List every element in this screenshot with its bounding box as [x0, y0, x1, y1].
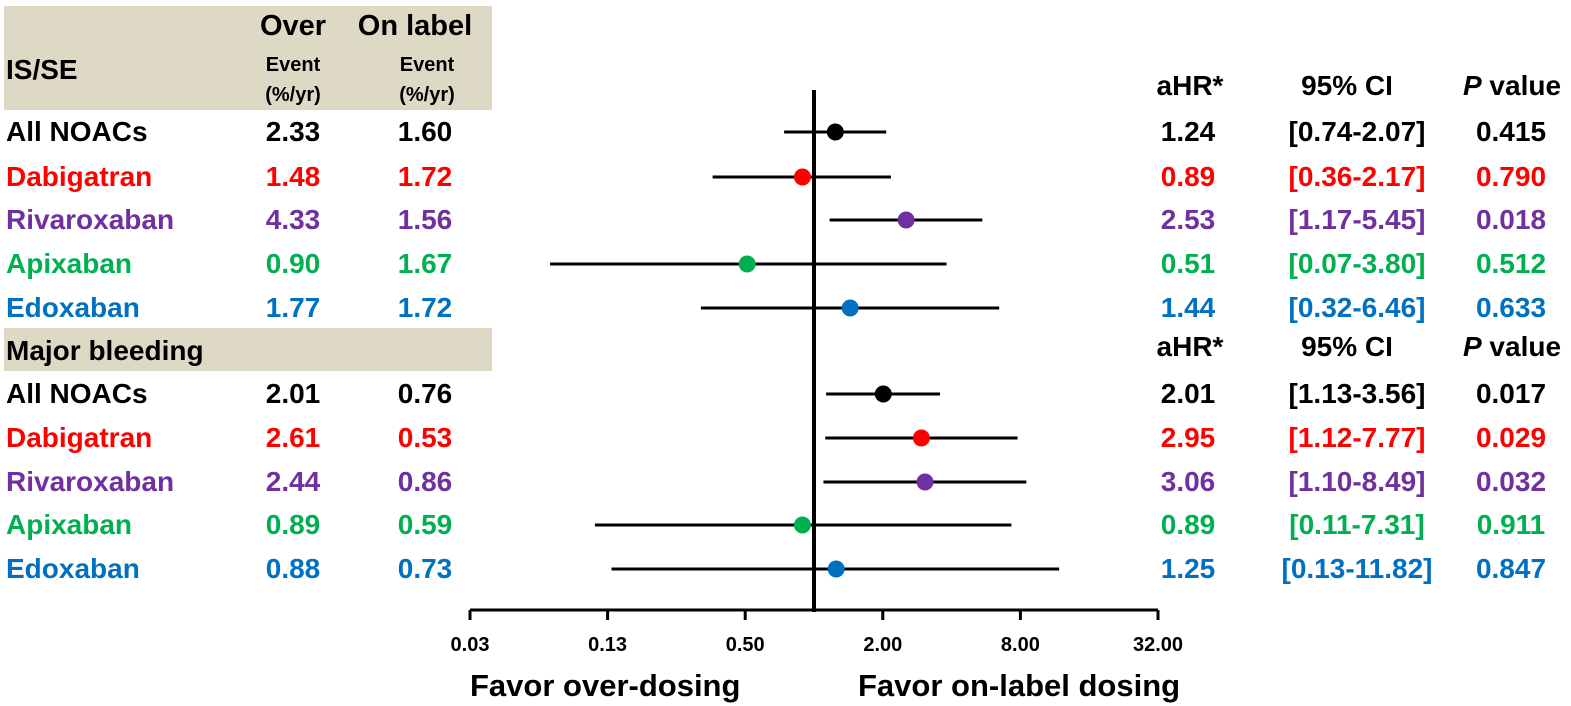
over-rate: 2.33	[265, 116, 321, 147]
major-bleeding-header-box	[4, 328, 492, 371]
drug-label: Apixaban	[6, 509, 133, 540]
ahr-value: 1.24	[1160, 116, 1216, 147]
ci-value: [1.10-8.49]	[1288, 466, 1426, 497]
over-rate: 2.61	[265, 422, 321, 453]
drug-label: Edoxaban	[6, 553, 140, 584]
onlabel-rate: 1.72	[397, 292, 453, 323]
drug-label: Apixaban	[6, 248, 133, 279]
drug-label: Dabigatran	[6, 161, 153, 192]
col-ci-header-2: 95% CI	[1301, 331, 1393, 362]
over-rate: 4.33	[265, 204, 321, 235]
p-value: 0.018	[1475, 204, 1547, 235]
ahr-value: 1.44	[1160, 292, 1216, 323]
col-ahr-header-2: aHR*	[1156, 331, 1224, 362]
col-ahr-header-1: aHR*	[1156, 70, 1224, 101]
p-value: 0.512	[1475, 248, 1547, 279]
over-rate: 2.44	[265, 466, 321, 497]
ahr-value: 0.89	[1160, 161, 1216, 192]
section-title-is-se: IS/SE	[6, 54, 78, 85]
p-rest: value	[1481, 331, 1562, 362]
drug-label: Edoxaban	[6, 292, 140, 323]
ahr-value: 2.95	[1160, 422, 1216, 453]
p-value: 0.847	[1475, 553, 1547, 584]
p-value: 0.633	[1475, 292, 1547, 323]
hr-point	[916, 473, 934, 491]
onlabel-rate: 0.73	[397, 553, 453, 584]
drug-label: All NOACs	[6, 116, 148, 147]
onlabel-rate: 1.67	[397, 248, 453, 279]
col-onlabel-header: On label	[357, 10, 473, 42]
p-value: 0.790	[1475, 161, 1547, 192]
hr-point	[826, 123, 844, 141]
col-ci-header-1: 95% CI	[1301, 70, 1393, 101]
ahr-value: 2.53	[1160, 204, 1216, 235]
ci-value: [0.36-2.17]	[1288, 161, 1426, 192]
x-tick-label: 0.03	[451, 634, 490, 656]
hr-point	[841, 299, 859, 317]
ci-value: [0.07-3.80]	[1288, 248, 1426, 279]
col-onlabel-unit: (%/yr)	[399, 84, 455, 106]
drug-label: Dabigatran	[6, 422, 153, 453]
x-tick-label: 2.00	[863, 634, 902, 656]
ci-value: [1.17-5.45]	[1288, 204, 1426, 235]
over-rate: 0.89	[265, 509, 321, 540]
hr-point	[793, 516, 811, 534]
over-rate: 1.77	[265, 292, 321, 323]
ci-value: [0.74-2.07]	[1288, 116, 1426, 147]
col-onlabel-event: Event	[399, 54, 455, 76]
is-se-header-box	[4, 6, 492, 110]
drug-label: Rivaroxaban	[6, 204, 175, 235]
onlabel-rate: 0.59	[397, 509, 453, 540]
p-value: 0.032	[1475, 466, 1547, 497]
ci-value: [0.32-6.46]	[1288, 292, 1426, 323]
onlabel-rate: 1.72	[397, 161, 453, 192]
x-tick-label: 8.00	[1001, 634, 1040, 656]
p-italic: P	[1462, 70, 1482, 101]
col-over-header: Over	[259, 10, 327, 42]
ahr-value: 1.25	[1160, 553, 1216, 584]
x-tick-label: 0.13	[588, 634, 627, 656]
col-p-header-1: P value	[1452, 72, 1571, 100]
ahr-value: 2.01	[1160, 378, 1216, 409]
over-rate: 0.88	[265, 553, 321, 584]
over-rate: 1.48	[265, 161, 321, 192]
ahr-value: 0.51	[1160, 248, 1216, 279]
over-rate: 0.90	[265, 248, 321, 279]
p-value: 0.911	[1476, 509, 1546, 540]
section-title-major-bleeding: Major bleeding	[6, 335, 204, 366]
onlabel-rate: 1.60	[397, 116, 453, 147]
x-tick-label: 32.00	[1133, 634, 1183, 656]
col-over-unit: (%/yr)	[265, 84, 321, 106]
hr-point	[827, 560, 845, 578]
hr-point	[874, 385, 892, 403]
onlabel-rate: 1.56	[397, 204, 453, 235]
col-over-event: Event	[265, 54, 321, 76]
col-p-header-2: P value	[1452, 333, 1571, 361]
over-rate: 2.01	[265, 378, 321, 409]
drug-label: All NOACs	[6, 378, 148, 409]
ci-value: [1.12-7.77]	[1288, 422, 1426, 453]
p-value: 0.017	[1475, 378, 1547, 409]
ci-value: [0.11-7.31]	[1289, 509, 1425, 540]
p-value: 0.029	[1475, 422, 1547, 453]
ci-value: [0.13-11.82]	[1281, 553, 1433, 584]
ci-value: [1.13-3.56]	[1288, 378, 1426, 409]
drug-label: Rivaroxaban	[6, 466, 175, 497]
hr-point	[738, 255, 756, 273]
p-rest: value	[1481, 70, 1562, 101]
hr-point	[912, 429, 930, 447]
p-italic: P	[1462, 331, 1482, 362]
onlabel-rate: 0.76	[397, 378, 453, 409]
onlabel-rate: 0.53	[397, 422, 453, 453]
label-favor-on-label-dosing: Favor on-label dosing	[858, 668, 1181, 703]
hr-point	[897, 211, 915, 229]
p-value: 0.415	[1475, 116, 1547, 147]
ahr-value: 0.89	[1160, 509, 1216, 540]
label-favor-over-dosing: Favor over-dosing	[470, 668, 741, 703]
x-tick-label: 0.50	[726, 634, 765, 656]
ahr-value: 3.06	[1160, 466, 1216, 497]
hr-point	[793, 168, 811, 186]
onlabel-rate: 0.86	[397, 466, 453, 497]
